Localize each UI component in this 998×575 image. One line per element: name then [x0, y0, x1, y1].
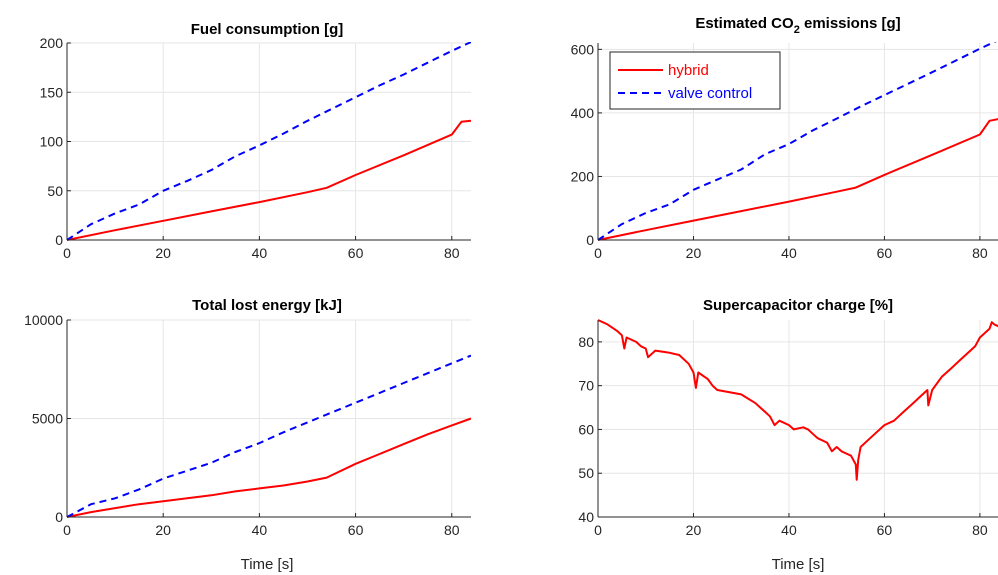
y-tick-label: 200: [571, 168, 595, 184]
title-main: Estimated CO: [695, 15, 794, 32]
y-tick-label: 0: [586, 232, 594, 248]
title-subscript: 2: [794, 24, 800, 36]
series-line-hybrid: [67, 417, 471, 518]
plot-area: 0 20 40 60 80 0 5000 10000: [24, 312, 471, 538]
y-tick-label: 80: [578, 334, 594, 350]
x-tick-label: 60: [348, 522, 364, 538]
x-tick-label: 80: [972, 245, 988, 261]
legend: hybrid valve control: [609, 51, 781, 110]
x-tick-label: 80: [972, 522, 988, 538]
x-tick-label: 80: [444, 522, 460, 538]
plot-title: Supercapacitor charge [%]: [703, 297, 893, 314]
x-tick-label: 20: [686, 245, 702, 261]
legend-label-hybrid: hybrid: [668, 62, 709, 79]
x-tick-label: 60: [348, 245, 364, 261]
plot-area: 0 20 40 60 80 0 50 100 150 200: [40, 35, 471, 261]
x-axis-label: Time [s]: [241, 556, 294, 573]
x-axis-label: Time [s]: [772, 556, 825, 573]
y-tick-label: 10000: [24, 312, 63, 328]
co2-emissions-plot: 0 20 40 60 80 0 200 400 600 Estimated CO2 emissio…: [571, 15, 998, 261]
legend-box: [609, 51, 781, 110]
series-line-hybrid: [67, 119, 471, 241]
x-tick-label: 60: [877, 522, 893, 538]
y-tick-label: 600: [571, 41, 595, 57]
y-tick-label: 5000: [32, 411, 63, 427]
x-tick-label: 0: [63, 245, 71, 261]
x-tick-label: 40: [781, 522, 797, 538]
y-tick-label: 60: [578, 421, 594, 437]
plot-title: Total lost energy [kJ]: [192, 297, 342, 314]
x-tick-label: 0: [594, 245, 602, 261]
plot-title: Estimated CO2 emissions [g]: [695, 15, 900, 36]
y-tick-label: 50: [47, 183, 63, 199]
fuel-consumption-plot: 0 20 40 60 80 0 50 100 150 200 Fuel consumption [g…: [40, 21, 471, 261]
series-line-valve-control: [67, 42, 471, 241]
x-tick-label: 40: [781, 245, 797, 261]
x-tick-label: 20: [155, 522, 171, 538]
y-tick-label: 150: [40, 84, 64, 100]
title-rest: emissions [g]: [800, 15, 901, 32]
plot-title: Fuel consumption [g]: [191, 21, 343, 38]
y-tick-label: 50: [578, 465, 594, 481]
x-tick-label: 0: [63, 522, 71, 538]
y-tick-label: 70: [578, 378, 594, 394]
y-tick-label: 100: [40, 134, 64, 150]
y-tick-label: 0: [55, 509, 63, 525]
x-tick-label: 0: [594, 522, 602, 538]
x-tick-label: 40: [252, 245, 268, 261]
x-tick-label: 20: [686, 522, 702, 538]
series-line-valve-control: [598, 42, 997, 241]
series-line-hybrid: [598, 118, 998, 241]
plot-area: 0 20 40 60 80 40 50 60 70 80: [578, 319, 998, 538]
plot-area: 0 20 40 60 80 0 200 400 600: [571, 41, 998, 261]
total-lost-energy-plot: 0 20 40 60 80 0 5000 10000 Total lost energy [kJ…: [24, 297, 471, 573]
series-line-hybrid: [598, 319, 998, 481]
series-line-valve-control: [67, 354, 471, 518]
y-tick-label: 40: [578, 509, 594, 525]
supercapacitor-charge-plot: 0 20 40 60 80 40 50 60 70 80 Supercapacitor charge…: [578, 297, 998, 573]
y-tick-label: 400: [571, 105, 595, 121]
x-tick-label: 20: [155, 245, 171, 261]
x-tick-label: 80: [444, 245, 460, 261]
legend-label-valve-control: valve control: [668, 85, 752, 102]
y-tick-label: 0: [55, 232, 63, 248]
x-tick-label: 60: [877, 245, 893, 261]
y-tick-label: 200: [40, 35, 64, 51]
x-tick-label: 40: [252, 522, 268, 538]
